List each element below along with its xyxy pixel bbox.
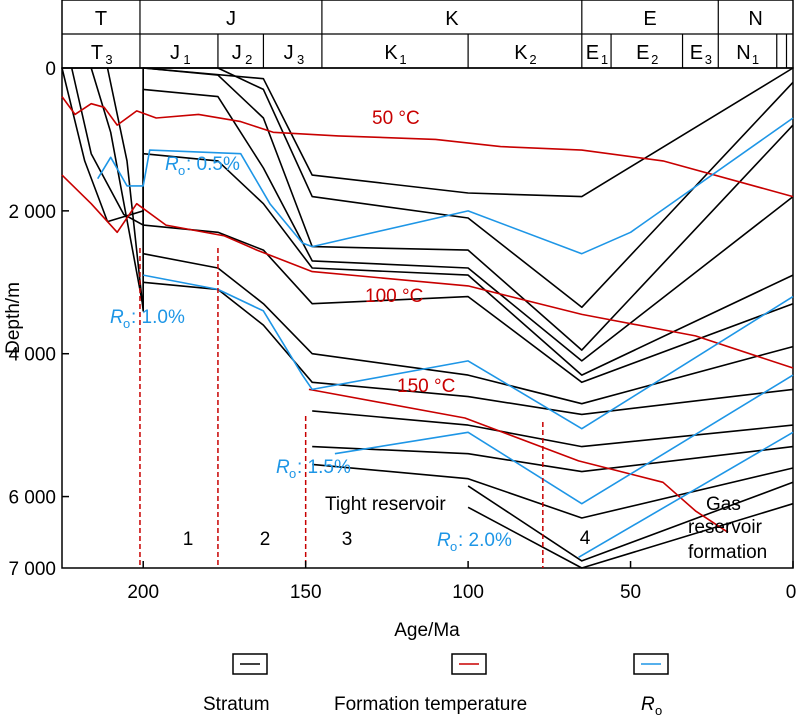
epoch-subscript: 1 [601, 52, 608, 67]
epoch-subscript: 1 [183, 52, 190, 67]
epoch-subscript: 3 [105, 52, 112, 67]
stratum-line [467, 481, 794, 562]
x-tick-label: 50 [620, 582, 641, 603]
ro-05-value: : 0.5% [186, 154, 240, 175]
ro-subscript: o [178, 163, 185, 178]
ro-lines [97, 117, 794, 558]
stage-4-label: 4 [580, 528, 591, 549]
epoch-subscript: 2 [245, 52, 252, 67]
x-tick-label: 100 [452, 582, 484, 603]
ro-symbol: R [276, 457, 290, 478]
gas-label-line2: reservoir [688, 517, 763, 538]
temperature-line [308, 388, 729, 533]
ro-subscript: o [289, 466, 296, 481]
legend: Stratum Formation temperature R o [203, 653, 669, 718]
ro-symbol: R [437, 530, 451, 551]
temperature-lines [61, 96, 794, 533]
x-tick-label: 150 [290, 582, 322, 603]
temperature-line [61, 96, 794, 198]
epoch-label: J [284, 42, 294, 64]
stratum-line [143, 281, 794, 416]
x-tick-label: 200 [127, 582, 159, 603]
stratum-line [312, 410, 794, 448]
gas-label-line1: Gas [706, 494, 741, 515]
ro-05-label: R o : 0.5% [165, 154, 240, 178]
legend-ro-symbol: R [641, 694, 655, 715]
stratum-line [143, 224, 794, 384]
ro-15-value: : 1.5% [297, 457, 351, 478]
x-axis-label: Age/Ma [394, 620, 460, 641]
epoch-label: E [586, 42, 599, 64]
epoch-subscript: 2 [651, 52, 658, 67]
legend-stratum-label: Stratum [203, 694, 270, 715]
epoch-label: J [232, 42, 242, 64]
ro-10-label: R o : 1.0% [110, 307, 185, 331]
temp-50-label: 50 °C [372, 108, 420, 129]
temperature-line [61, 174, 794, 369]
epoch-subscript: 2 [529, 52, 536, 67]
ro-line [143, 274, 794, 430]
stratum-line [467, 502, 794, 569]
ro-subscript: o [123, 316, 130, 331]
ro-line [578, 431, 794, 558]
ro-15-label: R o : 1.5% [276, 457, 351, 481]
epoch-label: N [736, 42, 750, 64]
ro-10-value: : 1.0% [131, 307, 185, 328]
y-tick-label: 7 000 [8, 559, 56, 580]
legend-ro-subscript: o [655, 703, 662, 718]
epoch-subscript: 3 [297, 52, 304, 67]
y-tick-label: 4 000 [8, 345, 56, 366]
epoch-subscript: 3 [705, 52, 712, 67]
period-label: N [748, 8, 762, 30]
epoch-label: K [384, 42, 398, 64]
ro-subscript: o [450, 539, 457, 554]
legend-temp-label: Formation temperature [334, 694, 527, 715]
stratum-line [62, 67, 794, 198]
epoch-label: E [690, 42, 703, 64]
period-label: K [445, 8, 459, 30]
stage-boundaries [139, 248, 544, 568]
epoch-label: T [91, 42, 103, 64]
ro-20-value: : 2.0% [458, 530, 512, 551]
stratum-line [90, 67, 794, 362]
epoch-subscript: 1 [752, 52, 759, 67]
stratum-line [106, 67, 794, 376]
y-tick-label: 6 000 [8, 488, 56, 509]
stratum-line [61, 67, 794, 309]
gas-label-line3: formation [688, 542, 767, 563]
x-tick-label: 0 [786, 582, 797, 603]
y-tick-label: 2 000 [8, 202, 56, 223]
y-axis-label: Depth/m [3, 282, 24, 354]
period-label: J [226, 8, 236, 30]
ro-line [334, 374, 794, 505]
stage-2-label: 2 [260, 529, 271, 550]
epoch-label: E [636, 42, 649, 64]
epoch-label: K [514, 42, 528, 64]
period-label: E [643, 8, 656, 30]
epoch-label: J [170, 42, 180, 64]
stratum-line [312, 445, 794, 473]
stage-1-label: 1 [183, 529, 194, 550]
ro-20-label: R o : 2.0% [437, 530, 512, 554]
y-tick-label: 0 [45, 59, 56, 80]
period-label: T [95, 8, 107, 30]
epoch-subscript: 1 [399, 52, 406, 67]
tight-reservoir-label: Tight reservoir [325, 494, 446, 515]
stage-3-label: 3 [342, 529, 353, 550]
stratum-line [70, 67, 794, 351]
axes: 200 150 100 50 0 0 2 000 4 000 6 000 7 000 [8, 59, 796, 603]
stratum-line [143, 252, 794, 405]
ro-symbol: R [165, 154, 179, 175]
temp-100-label: 100 °C [365, 286, 423, 307]
temp-150-label: 150 °C [397, 376, 455, 397]
ro-line [97, 117, 794, 255]
ro-symbol: R [110, 307, 124, 328]
